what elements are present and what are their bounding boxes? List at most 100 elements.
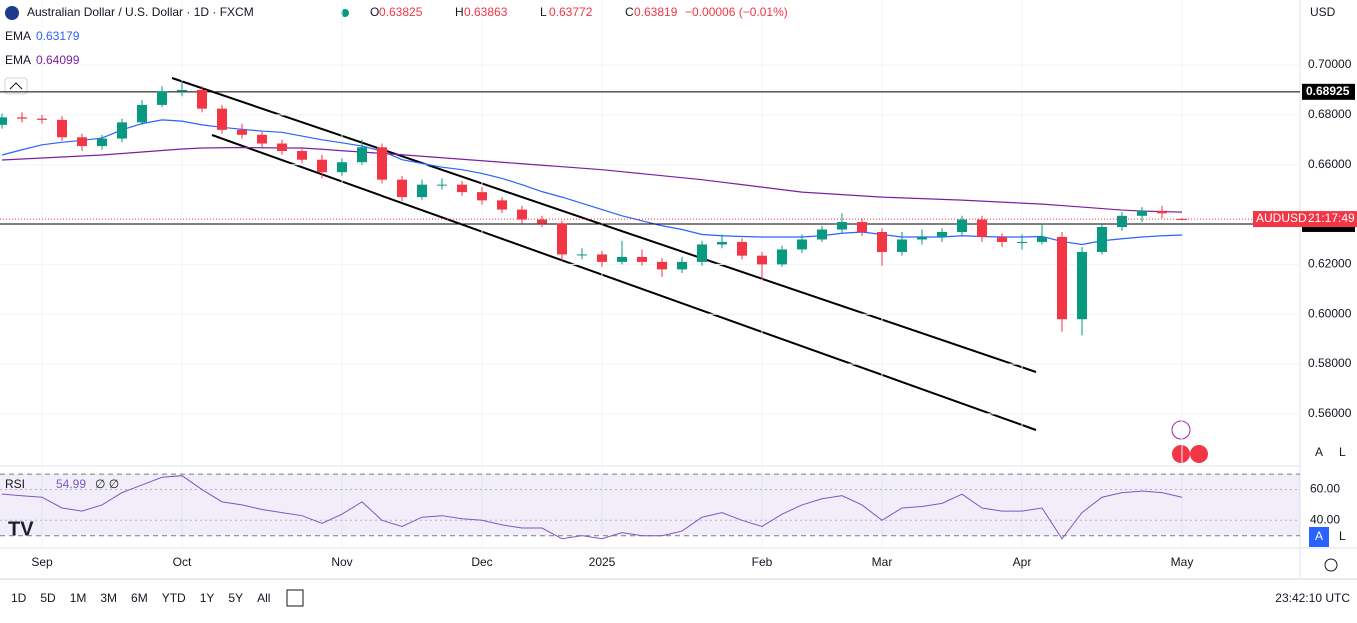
candle-body: [197, 89, 207, 109]
candle-body: [57, 119, 67, 138]
event-icon[interactable]: [1171, 420, 1191, 440]
candle-body: [257, 134, 267, 144]
ema-legend-name: EMA: [5, 53, 31, 67]
flag-icon: [5, 6, 19, 20]
candle-body: [277, 143, 287, 152]
scale-button[interactable]: L: [1339, 445, 1346, 459]
date-range-icon[interactable]: [286, 589, 304, 607]
auto-scale[interactable]: [1309, 443, 1329, 463]
countdown: 21:17:49: [1308, 211, 1355, 225]
candle-body: [897, 239, 907, 252]
x-tick-label: Apr: [1013, 555, 1032, 569]
range-button[interactable]: 6M: [131, 591, 148, 605]
candle-body: [417, 184, 427, 198]
change-label: −0.00006 (−0.01%): [685, 5, 788, 19]
y-tick-label: 0.66000: [1308, 157, 1352, 171]
candle-body: [977, 219, 987, 237]
candle-body: [697, 244, 707, 262]
candle-body: [337, 162, 347, 173]
y-tick-label: 0.58000: [1308, 356, 1352, 370]
trend-line: [171, 77, 1037, 373]
y-tick-label: 0.56000: [1308, 406, 1352, 420]
candle-body: [357, 147, 367, 163]
auto-scale-rsi[interactable]: [1309, 527, 1329, 547]
ohlc-value: 0.63819: [634, 5, 678, 19]
candle-body: [957, 219, 967, 233]
symbol-tag: AUDUSD: [1256, 211, 1307, 225]
candle-body: [477, 192, 487, 201]
candle-body: [617, 256, 627, 262]
y-tick-label: 0.62000: [1308, 257, 1352, 271]
flag-event[interactable]: [1172, 445, 1190, 463]
range-button[interactable]: 1D: [11, 591, 27, 605]
y-tick-label: 0.68000: [1308, 107, 1352, 121]
x-tick-label: Sep: [31, 555, 53, 569]
candle-body: [497, 200, 507, 210]
y-tick-label: 0.60000: [1308, 306, 1352, 320]
candle-body: [937, 232, 947, 237]
candle-body: [657, 261, 667, 270]
logo: TV: [8, 518, 34, 540]
candle-body: [837, 222, 847, 230]
candle-body: [777, 249, 787, 265]
candle-body: [177, 89, 187, 92]
market-status: [341, 9, 349, 17]
candle-body: [757, 255, 767, 265]
candle-body: [1157, 210, 1167, 214]
candle-body: [877, 232, 887, 252]
y-tick-label: 0.70000: [1308, 57, 1352, 71]
ohlc-label: H: [455, 5, 464, 19]
candle-body: [1117, 215, 1127, 228]
chart-title: Australian Dollar / U.S. Dollar · 1D · F…: [27, 5, 254, 19]
candle-body: [17, 117, 27, 119]
range-button[interactable]: YTD: [162, 591, 186, 605]
candle-body: [857, 222, 867, 233]
candle-body: [1017, 241, 1027, 243]
range-button[interactable]: All: [257, 591, 270, 605]
candle-body: [137, 104, 147, 123]
flag-event[interactable]: [1190, 445, 1208, 463]
candle-body: [377, 147, 387, 180]
candle-body: [217, 108, 227, 130]
candle-body: [577, 254, 587, 256]
candle-body: [537, 219, 547, 224]
collapse-button[interactable]: [4, 77, 28, 95]
range-button[interactable]: 5Y: [228, 591, 243, 605]
collapse-icon: [9, 82, 23, 90]
range-button[interactable]: 5D: [40, 591, 56, 605]
ema-legend-name: EMA: [5, 29, 31, 43]
ohlc-value: 0.63863: [464, 5, 508, 19]
rsi-scale-button: A: [1315, 529, 1323, 543]
candle-body: [797, 239, 807, 250]
ema-legend-value: 0.64099: [36, 53, 80, 67]
ohlc-label: O: [370, 5, 379, 19]
range-button[interactable]: 3M: [100, 591, 117, 605]
x-tick-label: Nov: [331, 555, 352, 569]
candle-body: [677, 261, 687, 270]
candle-body: [557, 223, 567, 255]
rsi-name: RSI: [5, 477, 25, 491]
range-button[interactable]: 1M: [70, 591, 87, 605]
x-tick-label: May: [1171, 555, 1194, 569]
settings-icon[interactable]: [1324, 558, 1338, 572]
candle-body: [817, 229, 827, 240]
candle-body: [917, 236, 927, 240]
candle-body: [157, 91, 167, 105]
candle-body: [1097, 227, 1107, 252]
ohlc-label: C: [625, 5, 634, 19]
candle-body: [297, 151, 307, 160]
ohlc-value: 0.63772: [549, 5, 593, 19]
x-tick-label: Feb: [752, 555, 773, 569]
ohlc-value: 0.63825: [379, 5, 423, 19]
scale-button[interactable]: A: [1315, 445, 1323, 459]
candle-body: [597, 254, 607, 262]
candle-body: [77, 137, 87, 147]
x-tick-label: Mar: [872, 555, 893, 569]
x-tick-label: Dec: [471, 555, 492, 569]
trend-line: [211, 134, 1037, 431]
candle-body: [517, 209, 527, 220]
candle-body: [1037, 236, 1047, 242]
rsi-scale-button: L: [1339, 529, 1346, 543]
range-button[interactable]: 1Y: [200, 591, 215, 605]
